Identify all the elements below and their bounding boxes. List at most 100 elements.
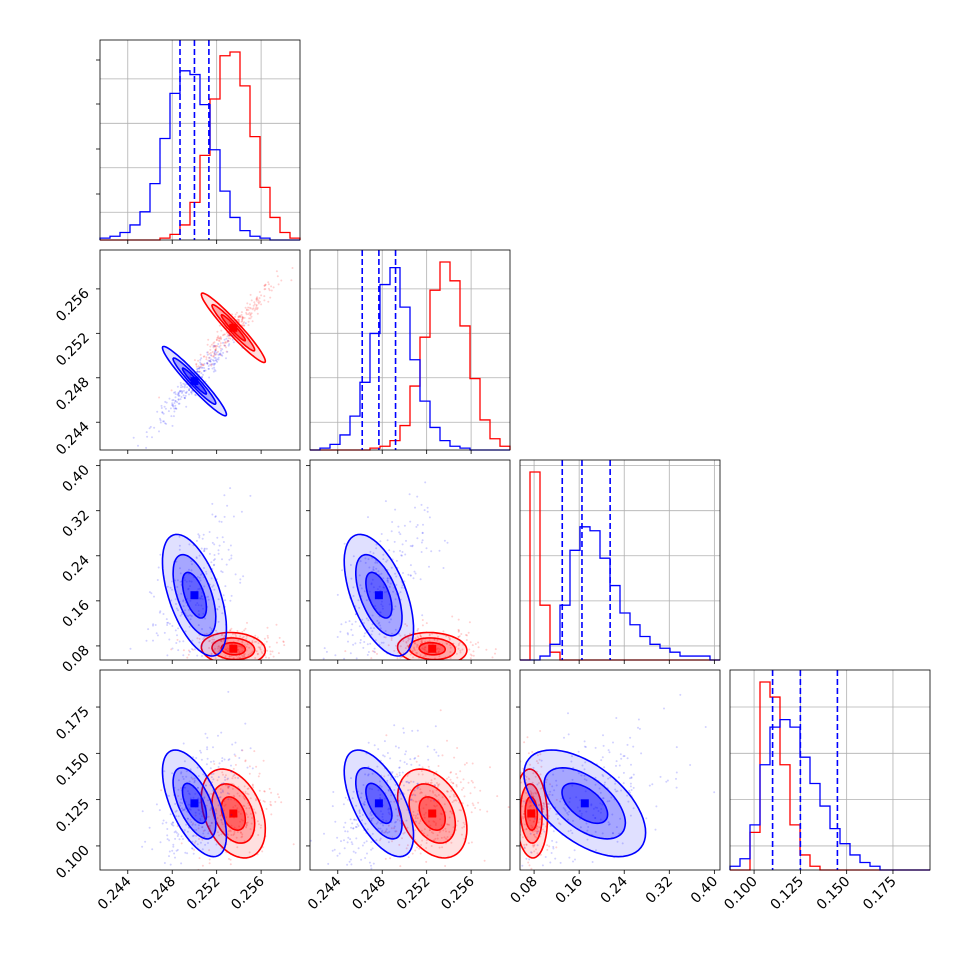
scatter-point	[378, 621, 381, 624]
scatter-point	[433, 804, 436, 807]
scatter-point	[197, 533, 200, 536]
contour-red	[396, 631, 468, 660]
scatter-point	[382, 754, 385, 757]
scatter-point	[457, 636, 460, 638]
scatter-point	[431, 790, 434, 793]
scatter-point	[412, 577, 415, 580]
scatter-point	[231, 313, 234, 316]
scatter-point	[367, 516, 369, 519]
scatter-point	[240, 749, 243, 752]
scatter-point	[458, 629, 460, 632]
scatter-point	[220, 782, 223, 785]
scatter-point	[380, 641, 383, 644]
scatter-point	[544, 856, 547, 858]
scatter-point	[601, 773, 604, 776]
scatter-point	[409, 788, 412, 791]
scatter-point	[375, 543, 378, 546]
scatter-point	[249, 652, 252, 655]
scatter-point	[214, 357, 217, 359]
scatter-point	[426, 672, 428, 674]
scatter-point	[197, 797, 200, 800]
scatter-point	[240, 831, 242, 834]
scatter-point	[202, 373, 204, 376]
scatter-point	[343, 542, 346, 545]
scatter-point	[598, 787, 601, 790]
scatter-point	[515, 849, 517, 851]
scatter-point	[548, 815, 550, 818]
scatter-point	[371, 832, 374, 835]
contour-red	[211, 303, 256, 352]
scatter-point	[463, 795, 466, 798]
scatter-point	[227, 777, 229, 780]
scatter-point	[198, 385, 201, 388]
scatter-point	[201, 826, 204, 828]
scatter-point	[238, 321, 241, 324]
density-peak-blue	[190, 591, 199, 600]
scatter-point	[375, 839, 378, 842]
scatter-point	[158, 396, 161, 399]
scatter-point	[373, 647, 376, 650]
scatter-point	[363, 841, 366, 844]
panel-frame-2-1	[309, 459, 511, 661]
scatter-point	[585, 779, 588, 782]
scatter-point	[233, 795, 236, 798]
scatter-point	[218, 649, 221, 652]
scatter-point	[602, 744, 605, 747]
scatter-point	[251, 320, 254, 323]
scatter-point	[448, 816, 451, 819]
scatter-point	[243, 798, 246, 801]
scatter-point	[450, 789, 453, 792]
scatter-point	[212, 772, 215, 775]
y-tick-label: 0.100	[53, 842, 93, 882]
scatter-point	[218, 544, 221, 547]
scatter-point	[220, 791, 223, 794]
scatter-point	[448, 636, 450, 639]
scatter-point	[180, 862, 183, 865]
scatter-point	[383, 591, 386, 594]
scatter-point	[270, 791, 273, 794]
scatter-point	[365, 840, 368, 843]
scatter-point	[457, 673, 459, 675]
scatter-point	[193, 779, 196, 782]
scatter-point	[194, 814, 197, 817]
scatter-point	[213, 543, 216, 546]
x-tick-label: 0.175	[860, 874, 900, 914]
scatter-point	[586, 838, 589, 841]
scatter-point	[436, 782, 438, 784]
scatter-point	[467, 631, 470, 634]
scatter-point	[570, 760, 573, 763]
scatter-point	[188, 389, 190, 392]
density-peak-blue	[190, 377, 199, 386]
scatter-point	[269, 800, 272, 803]
scatter-point	[371, 847, 374, 850]
scatter-point	[351, 634, 354, 637]
scatter-point	[230, 813, 233, 816]
scatter-point	[390, 618, 392, 621]
scatter-point	[180, 787, 183, 789]
scatter-point	[377, 622, 380, 625]
scatter-point	[531, 781, 534, 784]
scatter-point	[407, 789, 410, 792]
scatter-point	[242, 654, 245, 657]
scatter-point	[173, 831, 176, 834]
scatter-point	[386, 752, 389, 754]
scatter-point	[210, 822, 213, 825]
scatter-point	[689, 764, 692, 766]
panel-frame-2-0	[99, 459, 301, 661]
scatter-point	[252, 304, 255, 307]
scatter-point	[349, 564, 352, 566]
scatter-point	[232, 657, 235, 659]
scatter-point	[433, 638, 436, 641]
scatter-point	[380, 600, 383, 603]
scatter-point	[149, 425, 152, 428]
scatter-point	[220, 329, 223, 332]
scatter-point	[205, 356, 208, 359]
scatter-point	[420, 829, 423, 832]
scatter-point	[178, 838, 181, 841]
scatter-point	[370, 657, 373, 660]
scatter-point	[172, 845, 175, 848]
scatter-point	[594, 817, 597, 819]
scatter-point	[459, 770, 462, 773]
scatter-point	[404, 553, 407, 556]
scatter-point	[168, 671, 170, 673]
